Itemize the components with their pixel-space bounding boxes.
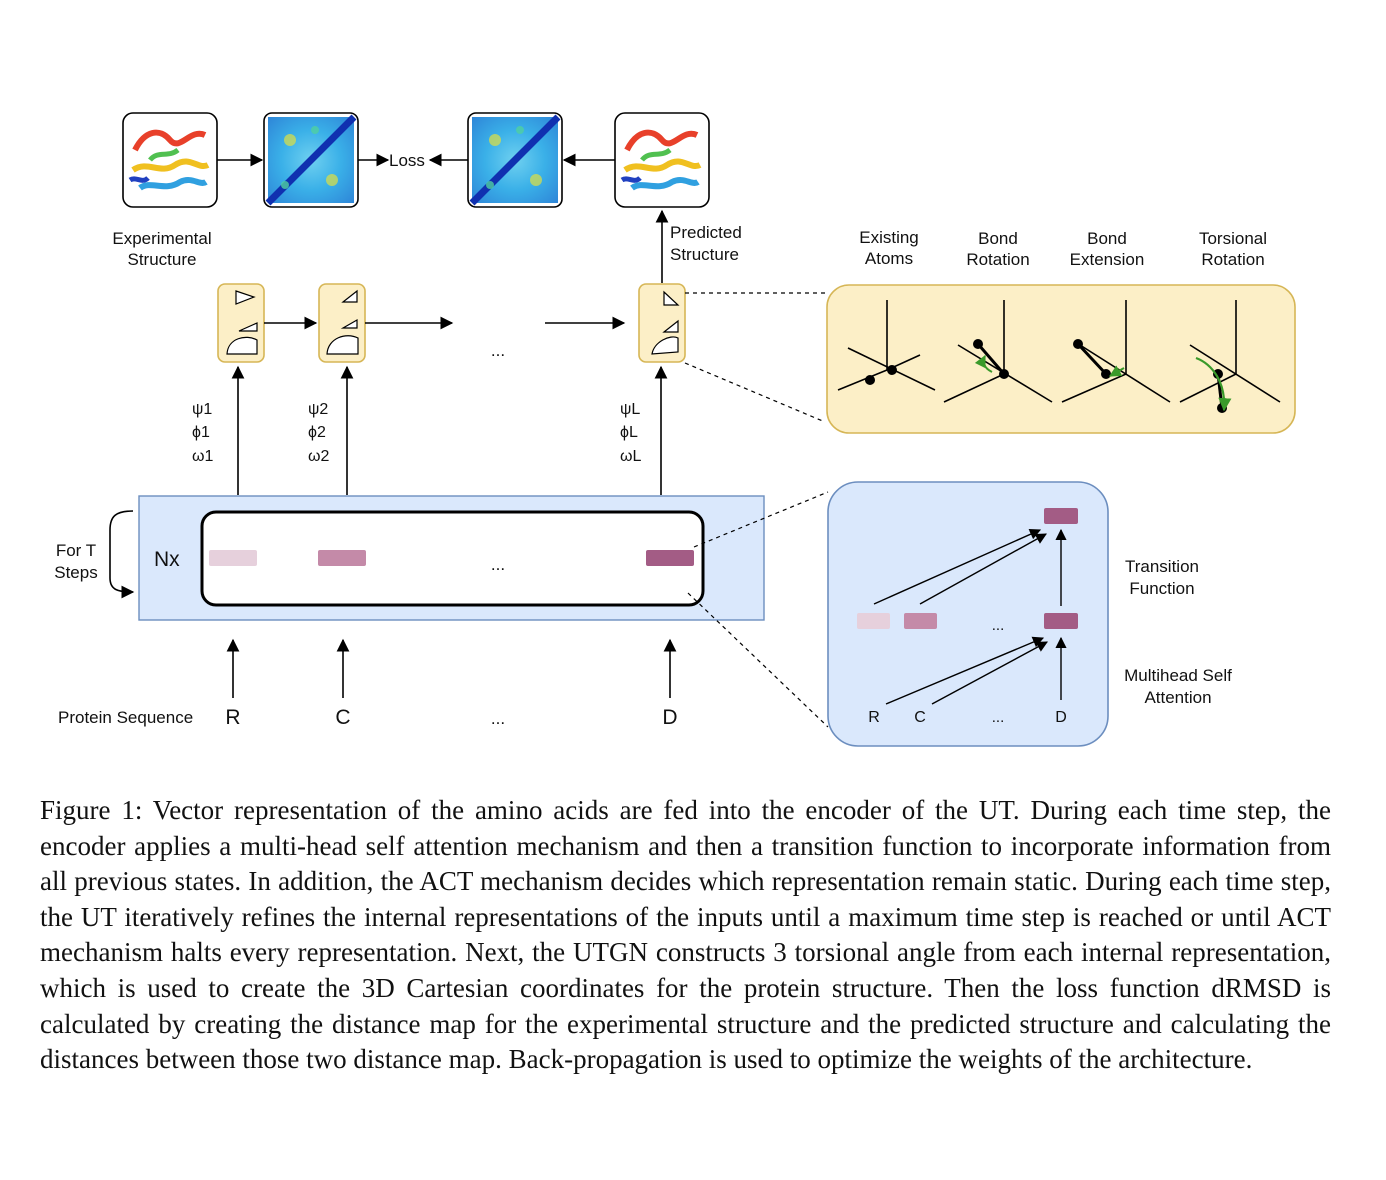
predicted-label-line1: Predicted	[670, 223, 742, 242]
omega-1: ω1	[192, 448, 213, 465]
transition-label-line2: Function	[1129, 579, 1194, 598]
geometry-ellipsis: ...	[491, 341, 505, 360]
attention-panel	[827, 481, 1109, 747]
detail-arrow-R	[885, 636, 1045, 705]
geometry-panel	[826, 284, 1296, 434]
detail-arrow-C	[931, 641, 1048, 705]
repeat-label: Nx	[154, 548, 180, 571]
residue-R: R	[225, 706, 240, 729]
loop-bracket	[109, 510, 135, 599]
detail-token-1	[857, 613, 890, 629]
header-torsional-line1: Torsional	[1199, 229, 1267, 248]
loop-label-line2: Steps	[54, 563, 97, 582]
predicted-distance-map	[467, 112, 563, 208]
psi-L: ψL	[620, 401, 640, 418]
residue-C: C	[335, 706, 350, 729]
architecture-diagram: Loss Experimental Structure Predicted St…	[54, 112, 1296, 747]
experimental-label-line2: Structure	[128, 250, 197, 269]
transition-label-line1: Transition	[1125, 557, 1199, 576]
detail-arrow-1-out	[873, 528, 1042, 605]
sequence-label: Protein Sequence	[58, 708, 193, 727]
geometry-unit-2	[318, 283, 366, 363]
experimental-structure-image	[122, 112, 218, 208]
sequence-ellipsis: ...	[491, 709, 505, 728]
header-existing-line2: Atoms	[865, 249, 913, 268]
header-bond-rotation-line1: Bond	[978, 229, 1018, 248]
residue-D: D	[662, 706, 677, 729]
phi-1: ϕ1	[192, 424, 210, 441]
token-1	[209, 550, 257, 566]
detail-token-L	[1044, 613, 1078, 629]
psi-2: ψ2	[308, 401, 328, 418]
detail-arrow-2-out	[919, 533, 1047, 605]
geometry-unit-1	[217, 283, 265, 363]
experimental-distance-map	[263, 112, 359, 208]
zoom-line-geometry-bottom	[684, 362, 826, 423]
figure-caption: Figure 1: Vector representation of the a…	[40, 795, 1331, 1075]
detail-residue-ellipsis: ...	[992, 709, 1005, 726]
attention-label-line2: Attention	[1144, 688, 1211, 707]
header-torsional-line2: Rotation	[1201, 250, 1264, 269]
loop-label-line1: For T	[56, 541, 96, 560]
detail-residue-D: D	[1055, 709, 1067, 726]
header-bond-extension-line2: Extension	[1070, 250, 1145, 269]
geometry-unit-L	[638, 283, 686, 363]
zoom-line-attention-top	[693, 491, 829, 548]
encoder-inner-box	[200, 510, 705, 607]
token-2	[318, 550, 366, 566]
predicted-structure-image	[614, 112, 710, 208]
header-bond-rotation-line2: Rotation	[966, 250, 1029, 269]
detail-token-2	[904, 613, 937, 629]
detail-residue-R: R	[868, 709, 880, 726]
detail-token-out	[1044, 508, 1078, 524]
predicted-label-line2: Structure	[670, 245, 739, 264]
token-L	[646, 550, 694, 566]
header-existing-line1: Existing	[859, 228, 919, 247]
psi-1: ψ1	[192, 401, 212, 418]
encoder-ellipsis: ...	[491, 555, 505, 574]
loss-label: Loss	[389, 151, 425, 170]
detail-token-ellipsis: ...	[992, 617, 1005, 634]
omega-2: ω2	[308, 448, 329, 465]
attention-label-line1: Multihead Self	[1124, 666, 1232, 685]
detail-residue-C: C	[914, 709, 926, 726]
experimental-label-line1: Experimental	[112, 229, 211, 248]
header-bond-extension-line1: Bond	[1087, 229, 1127, 248]
phi-L: ϕL	[620, 424, 638, 441]
omega-L: ωL	[620, 448, 641, 465]
phi-2: ϕ2	[308, 424, 326, 441]
zoom-line-attention-bottom	[687, 592, 829, 728]
